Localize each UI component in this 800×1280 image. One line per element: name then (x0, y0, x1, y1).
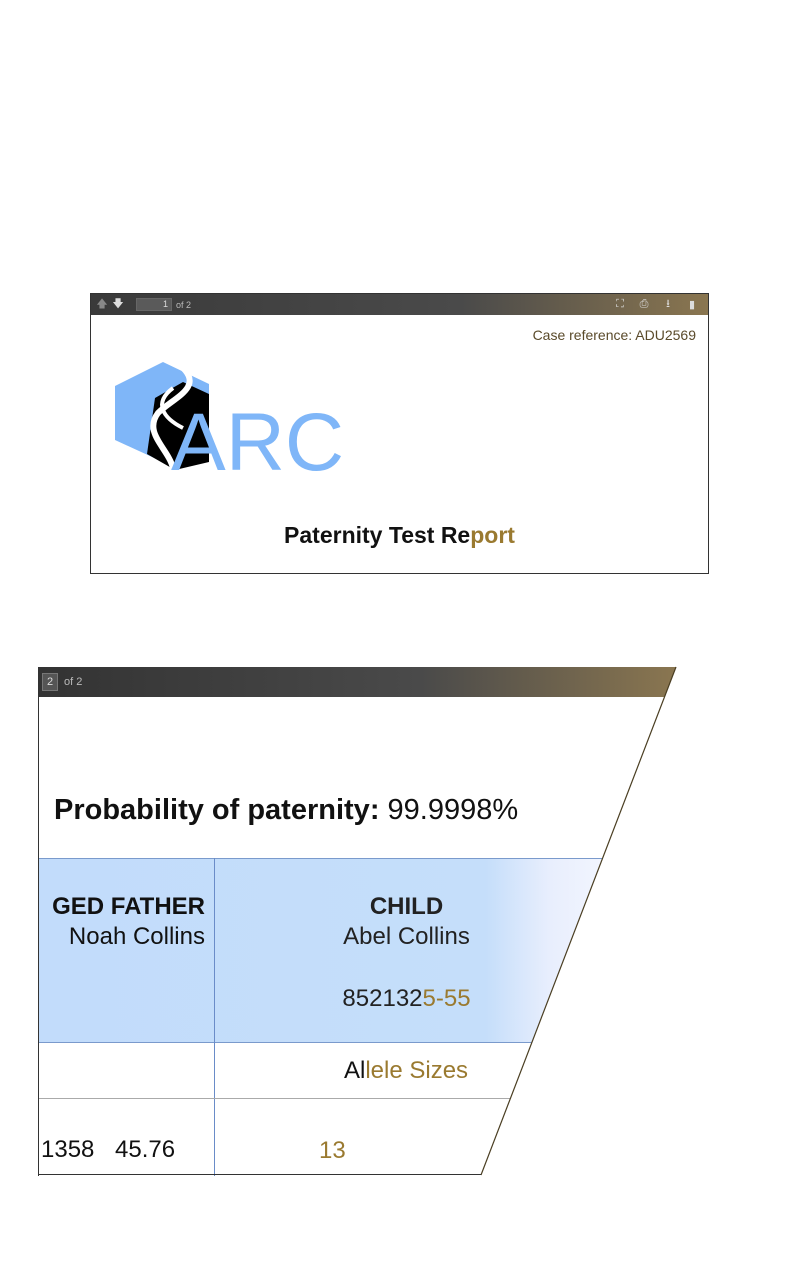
child-name: Abel Collins (343, 923, 470, 950)
logo-text: ARC (171, 397, 343, 478)
case-reference: Case reference: ADU2569 (532, 327, 696, 343)
report-title: Paternity Test Report (284, 522, 515, 548)
arrow-down-icon[interactable]: 🡇 (112, 298, 124, 310)
alleged-father-header: GED FATHER Noah Collins (52, 893, 205, 950)
page-total: of 2 (176, 299, 192, 310)
pdf-toolbar-2: 2 of 2 (39, 667, 676, 697)
arrow-up-icon[interactable]: 🡅 (96, 298, 108, 310)
pdf-toolbar: 🡅 🡇 1 of 2 ⛶ ⎙ ⭳ ▮ (91, 294, 708, 315)
father-name: Noah Collins (68, 923, 205, 950)
child-allele-value: 13 (319, 1137, 346, 1164)
page-number-input[interactable]: 2 (42, 673, 58, 691)
pdf-viewer-page-1: 🡅 🡇 1 of 2 ⛶ ⎙ ⭳ ▮ Case reference: ADU25… (90, 293, 709, 574)
row-divider (39, 1098, 676, 1099)
child-id: 8521325-55 (342, 985, 471, 1012)
father-allele-values: 1358 45.76 (41, 1136, 176, 1163)
column-divider (214, 858, 215, 1176)
child-header: CHILD Abel Collins 8521325-55 (219, 893, 594, 1013)
page-2-bottom-border (38, 1174, 481, 1175)
fullscreen-icon[interactable]: ⛶ (616, 298, 624, 310)
page-total: of 2 (64, 676, 83, 688)
probability-of-paternity: Probability of paternity: 99.9998% (54, 794, 519, 826)
bookmark-icon[interactable]: ▮ (688, 299, 696, 311)
allele-sizes-header: Allele Sizes (344, 1057, 469, 1084)
arc-logo: ARC (115, 362, 343, 478)
download-icon[interactable]: ⭳ (666, 298, 670, 310)
print-icon[interactable]: ⎙ (639, 298, 649, 310)
page-number-input[interactable]: 1 (136, 298, 172, 311)
